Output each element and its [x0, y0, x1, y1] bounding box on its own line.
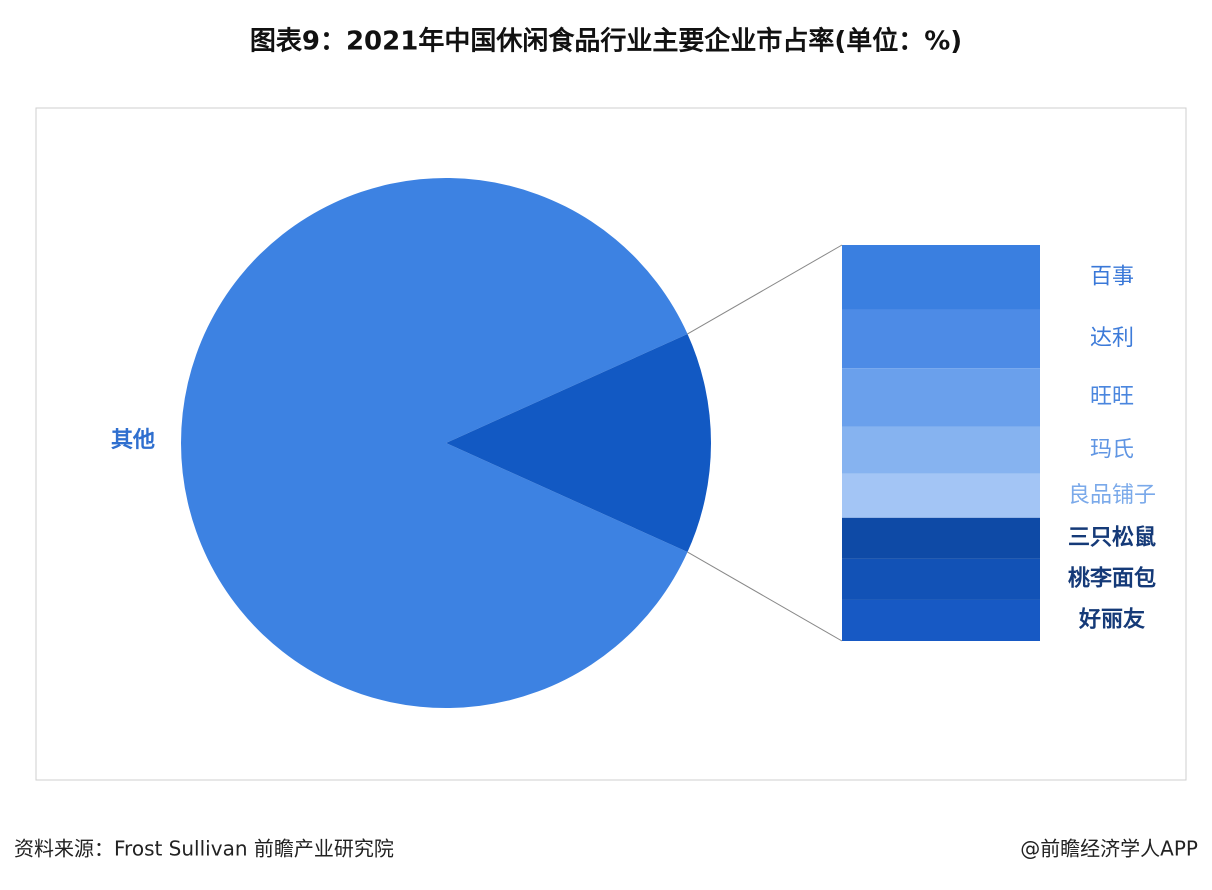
bar-segment: [842, 599, 1040, 641]
frame: [35, 107, 1187, 781]
bar-segment: [842, 517, 1040, 559]
bar-label: 三只松鼠: [1068, 525, 1156, 550]
bar-segment: [842, 426, 1040, 474]
bar-label: 良品铺子: [1068, 483, 1156, 508]
pie-slice: [180, 178, 688, 709]
bar-segment: [842, 368, 1040, 427]
bar-label: 好丽友: [1078, 606, 1145, 632]
bar-segment: [842, 558, 1040, 600]
bar-label: 桃李面包: [1068, 565, 1156, 591]
pie-label: 其他: [111, 428, 155, 453]
bar-segment: [842, 473, 1040, 518]
bar-label: 玛氏: [1090, 437, 1134, 462]
source: 资料来源：Frost Sullivan 前瞻产业研究院: [14, 837, 394, 861]
bar-segment: [842, 245, 1040, 310]
bar-segment: [842, 309, 1040, 369]
pie-slice: [446, 333, 711, 553]
bar-label: 达利: [1090, 326, 1134, 351]
bar-label: 旺旺: [1090, 385, 1134, 410]
connector: [687, 244, 843, 335]
brand: @前瞻经济学人APP: [1020, 837, 1198, 861]
bar-label: 百事: [1090, 264, 1134, 289]
connector: [687, 551, 843, 642]
chart-title: 图表9：2021年中国休闲食品行业主要企业市占率(单位：%): [250, 26, 962, 57]
